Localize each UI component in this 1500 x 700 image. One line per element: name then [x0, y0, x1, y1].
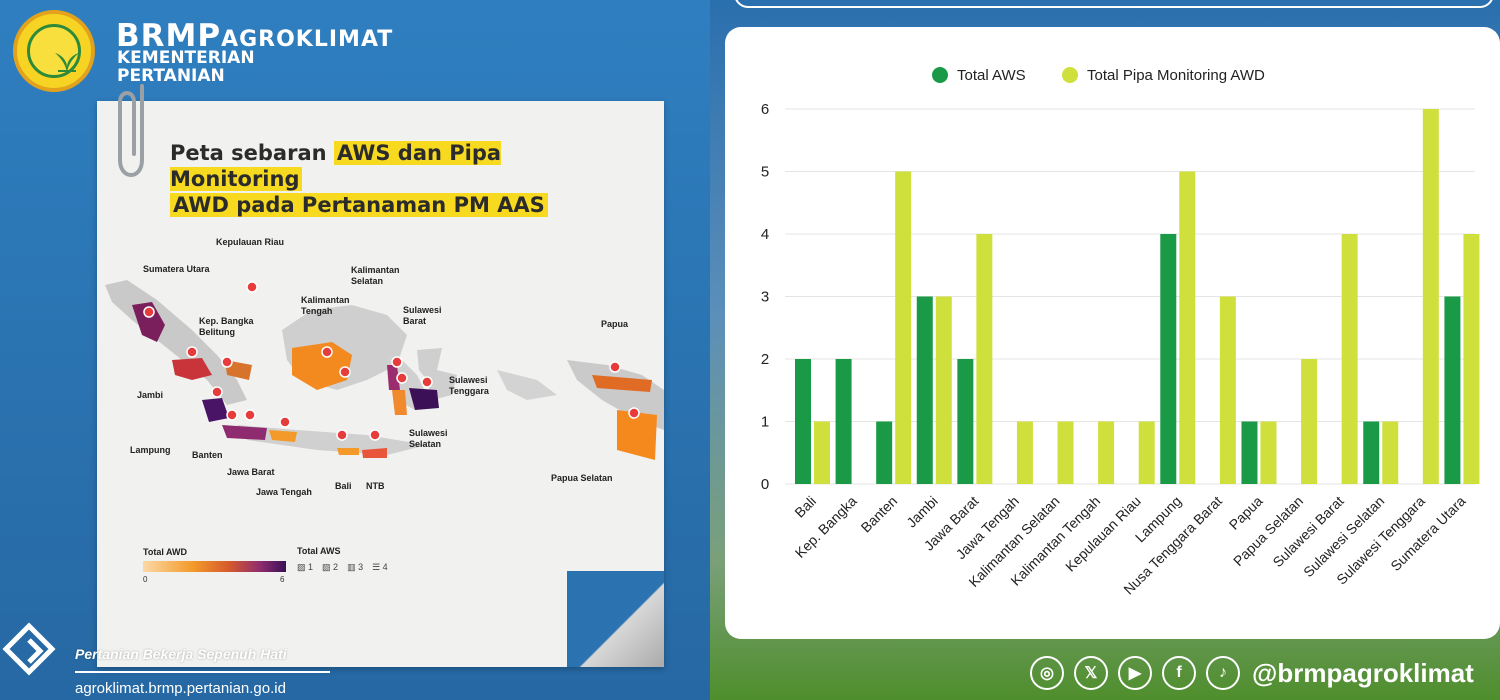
x-tick-label: Banten — [858, 493, 901, 536]
legend-aws-title: Total AWS — [297, 546, 341, 556]
map-label-ntb: NTB — [366, 481, 385, 491]
tagline: Pertanian Bekerja Sepenuh Hati — [75, 646, 287, 662]
bar — [876, 421, 893, 484]
bar — [1301, 359, 1318, 484]
y-tick-label: 3 — [761, 289, 769, 306]
bar — [1422, 109, 1439, 484]
bar — [1341, 234, 1358, 484]
legend-label: Total Pipa Monitoring AWD — [1087, 67, 1265, 84]
x-tick-label: Sulawesi Barat — [1269, 493, 1346, 570]
x-tick-label: Sumatera Utara — [1387, 493, 1468, 574]
y-tick-label: 2 — [761, 351, 769, 368]
bar-chart: 0 1 2 3 4 5 6 Total AWS Total Pipa Monitoring AW… — [761, 67, 1480, 598]
map-label-babel: Kep. Bangka Belitung — [199, 316, 254, 337]
bar — [814, 421, 830, 484]
map-title: Peta sebaran AWS dan Pipa Monitoring AWD… — [170, 140, 640, 218]
bar — [916, 296, 933, 484]
bar — [895, 171, 912, 484]
y-tick-label: 6 — [761, 101, 769, 118]
legend-awd-max: 6 — [280, 575, 285, 584]
social-bar: ◎ 𝕏 ▶ f ♪ @brmpagroklimat — [1030, 648, 1500, 700]
brand-title: BRMPAGROKLIMAT — [116, 18, 394, 54]
x-icon[interactable]: 𝕏 — [1074, 656, 1108, 690]
bar — [957, 359, 974, 484]
map-label-papua: Papua — [601, 319, 629, 329]
map-label-banten: Banten — [192, 450, 223, 460]
map-label-jabar: Jawa Barat — [227, 467, 275, 477]
youtube-icon[interactable]: ▶ — [1118, 656, 1152, 690]
y-tick-label: 0 — [761, 476, 769, 493]
x-tick-label: Bali — [791, 493, 819, 521]
legend-aws-item: ▥ 3 — [347, 562, 364, 572]
bar — [1382, 421, 1399, 484]
legend-label: Total AWS — [957, 67, 1026, 84]
bar — [1219, 296, 1236, 484]
left-infographic-panel: BRMPAGROKLIMAT KEMENTERIAN PERTANIAN Pet… — [0, 0, 710, 700]
map-label-sulbar: Sulawesi Barat — [403, 305, 442, 326]
tagline-underline — [75, 671, 330, 673]
legend-aws-item: ☰ 4 — [372, 562, 388, 572]
brmp-logo — [13, 10, 95, 92]
bar — [1444, 296, 1461, 484]
paperclip-icon — [118, 84, 144, 177]
facebook-icon[interactable]: f — [1162, 656, 1196, 690]
agro-modern-logo-icon — [2, 622, 56, 676]
bar — [1363, 421, 1380, 484]
top-rounded-bar — [734, 0, 1494, 8]
map-paper-card — [97, 101, 664, 667]
legend-awd-gradient — [143, 561, 286, 572]
bar — [1463, 234, 1480, 484]
map-label-kepri: Kepulauan Riau — [216, 237, 285, 247]
x-tick-label: Papua Selatan — [1230, 493, 1306, 569]
bar — [1016, 421, 1033, 484]
legend-awd-min: 0 — [143, 575, 148, 584]
map-label-kalteng: Kalimantan Tengah — [301, 295, 350, 316]
chart-card: 0 1 2 3 4 5 6 Total AWS Total Pipa Monitoring AW… — [725, 27, 1500, 639]
y-tick-label: 4 — [761, 226, 769, 243]
map-label-jateng: Jawa Tengah — [256, 487, 312, 497]
bar — [1057, 421, 1074, 484]
legend-awd-title: Total AWD — [143, 547, 187, 557]
legend-swatch — [932, 67, 948, 83]
legend-aws-item: ▨ 1 — [297, 562, 314, 572]
bar — [935, 296, 952, 484]
bar — [1241, 421, 1258, 484]
map-label-sultra: Sulawesi Tenggara — [449, 375, 489, 396]
bar — [1160, 234, 1177, 484]
instagram-icon[interactable]: ◎ — [1030, 656, 1064, 690]
tiktok-icon[interactable]: ♪ — [1206, 656, 1240, 690]
bar — [835, 359, 852, 484]
website-link[interactable]: agroklimat.brmp.pertanian.go.id — [75, 680, 286, 697]
legend-swatch — [1062, 67, 1078, 83]
map-label-jambi: Jambi — [137, 390, 164, 400]
map-label-papsel: Papua Selatan — [551, 473, 613, 483]
map-label-lampung: Lampung — [130, 445, 171, 455]
social-handle[interactable]: @brmpagroklimat — [1252, 658, 1474, 688]
x-tick-label: Jambi — [903, 493, 941, 531]
bar — [976, 234, 993, 484]
y-tick-label: 5 — [761, 164, 769, 181]
legend-aws-items: ▨ 1 ▧ 2 ▥ 3 ☰ 4 — [297, 562, 388, 573]
y-tick-label: 1 — [761, 414, 769, 431]
right-chart-panel: 0 1 2 3 4 5 6 Total AWS Total Pipa Monitoring AW… — [710, 0, 1500, 700]
bar — [1098, 421, 1115, 484]
bar — [795, 359, 811, 484]
indonesia-map — [105, 280, 664, 460]
map-label-bali: Bali — [335, 481, 352, 491]
bar — [1260, 421, 1277, 484]
bar — [1138, 421, 1155, 484]
map-label-kalsel: Kalimantan Selatan — [351, 265, 400, 286]
bar — [1179, 171, 1196, 484]
rice-leaf-icon — [55, 53, 79, 75]
map-label-sumut: Sumatera Utara — [143, 264, 210, 274]
map-label-sulsel: Sulawesi Selatan — [409, 428, 448, 449]
page-curl — [567, 571, 664, 667]
ministry-name: KEMENTERIAN PERTANIAN — [117, 48, 255, 86]
legend-aws-item: ▧ 2 — [322, 562, 339, 572]
